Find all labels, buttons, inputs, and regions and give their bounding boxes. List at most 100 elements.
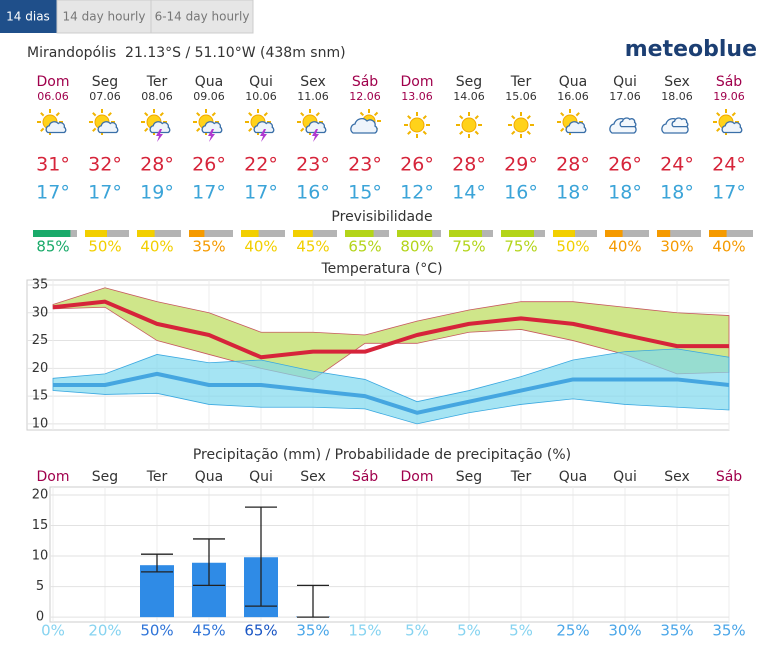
sun-ray [248,112,253,117]
temp-line [52,299,729,360]
temp-max: 32° [88,154,122,176]
sun-ray [511,130,516,135]
sun-ray [196,127,201,132]
sun [461,117,477,133]
probability-label: 25% [556,622,589,640]
sun-ray [474,130,479,135]
temp-max: 24° [660,154,694,176]
temp-min: 16° [296,182,330,204]
sun-ray [526,115,531,120]
day-name: Qua [195,74,223,90]
probability-label: 5% [457,622,481,640]
lightning [260,129,267,142]
weather-icon [37,109,67,135]
x-tick-label: Dom [37,469,70,485]
x-tick-label: Dom [401,469,434,485]
day-name: Seg [456,74,482,90]
predictability-bar [657,230,671,237]
predictability-bar [85,230,107,237]
probability-label: 5% [405,622,429,640]
logo[interactable]: meteoblue [625,37,757,62]
sun-ray [263,112,268,117]
sun-ray [731,112,736,117]
sun-ray [575,112,580,117]
temp-max: 26° [400,154,434,176]
cloud [97,121,119,134]
day-date: 12.06 [349,90,381,103]
tab[interactable]: 6-14 day hourly [155,10,250,24]
predictability-bar [501,230,534,237]
predictability-label: 35% [192,238,225,256]
day-name: Sáb [716,74,742,90]
lightning [156,129,163,142]
x-tick-label: Qua [195,469,223,485]
predictability-bar [189,230,205,237]
sun-ray [459,130,464,135]
cloud [149,121,171,134]
chart-title: Precipitação (mm) / Probabilidade de pre… [193,447,571,463]
temp-min: 18° [556,182,590,204]
predictability-label: 50% [88,238,121,256]
y-tick-label: 0 [36,610,44,625]
sun-ray [716,112,721,117]
day-date: 09.06 [193,90,225,103]
weather-icon [193,109,223,142]
sun-ray [248,127,253,132]
probability-label: 0% [41,622,65,640]
sun-ray [196,112,201,117]
sun-ray [422,115,427,120]
predictability-bar [33,230,71,237]
predictability-label: 30% [660,238,693,256]
predictability-label: 80% [400,238,433,256]
temp-min: 17° [712,182,746,204]
y-tick-label: 15 [32,389,49,404]
predictability-bar [449,230,482,237]
y-tick-label: 25 [32,333,49,348]
temp-max: 28° [452,154,486,176]
predictability-label: 45% [296,238,329,256]
sun-ray [144,112,149,117]
error-bar [193,538,225,586]
error-bar [245,506,277,607]
sun-ray [359,111,365,117]
tab[interactable]: 14 dias [6,10,50,24]
sun-ray [407,130,412,135]
sun-ray [40,112,45,117]
tab-bg[interactable] [56,0,152,34]
sun-ray [716,127,721,132]
temp-min: 16° [504,182,538,204]
y-tick-label: 10 [32,416,49,431]
sun-ray [55,112,60,117]
predictability-bg [293,230,337,237]
tab[interactable]: 14 day hourly [63,10,146,24]
sun-ray [526,130,531,135]
predictability-bg [137,230,181,237]
predictability-label: 40% [140,238,173,256]
cloud [619,117,637,128]
day-date: 06.06 [37,90,69,103]
day-date: 14.06 [453,90,485,103]
day-date: 13.06 [401,90,433,103]
tab-bg[interactable] [150,0,254,34]
probability-label: 50% [140,622,173,640]
predictability-label: 40% [608,238,641,256]
weather-icon [661,117,689,134]
sun-ray [474,115,479,120]
sun-ray [40,127,45,132]
weather-icon [297,109,327,142]
weather-icon [89,109,119,135]
y-tick-label: 30 [32,305,49,320]
probability-label: 35% [712,622,745,640]
sun-ray [511,115,516,120]
probability-label: 30% [608,622,641,640]
sun-ray [560,127,565,132]
sun-ray [92,127,97,132]
temp-max: 26° [608,154,642,176]
cloud [253,121,275,134]
tab-bg-active[interactable] [0,0,57,33]
chart-title: Temperatura (°C) [320,261,442,277]
x-tick-label: Ter [146,469,168,485]
day-name: Dom [37,74,70,90]
sun-ray [459,115,464,120]
